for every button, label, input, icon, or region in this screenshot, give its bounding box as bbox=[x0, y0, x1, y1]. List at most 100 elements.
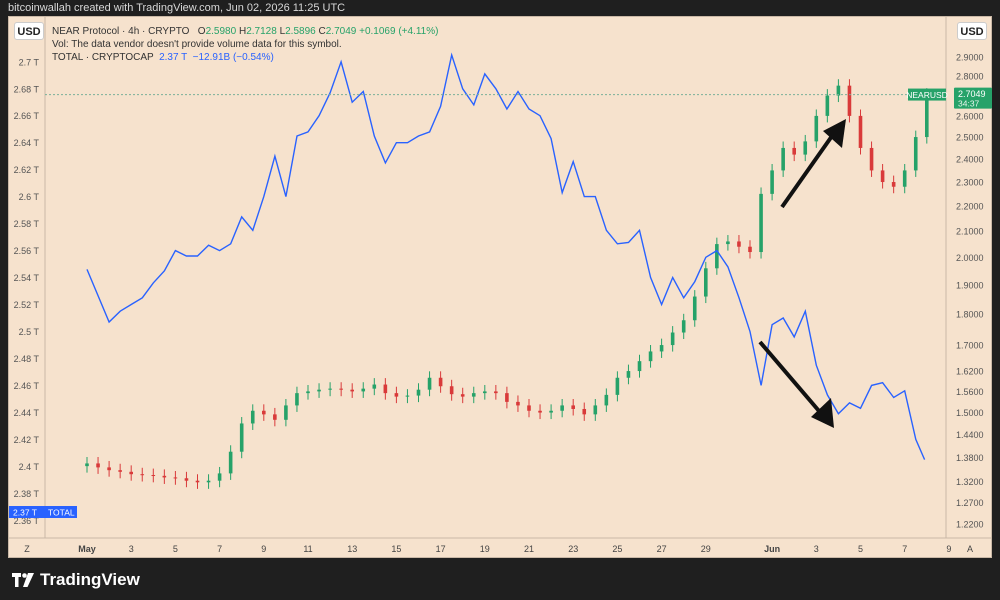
x-tick-label: 11 bbox=[303, 544, 312, 554]
candle-body bbox=[460, 394, 465, 397]
legend-h-value: 2.7128 bbox=[246, 26, 277, 37]
footer: TradingView bbox=[0, 558, 1000, 600]
legend-o-value: 2.5980 bbox=[205, 26, 237, 37]
candle-body bbox=[151, 475, 156, 477]
candle-body bbox=[891, 182, 896, 187]
candle-body bbox=[593, 405, 598, 415]
left-tick-label: 2.68 T bbox=[14, 84, 40, 94]
candle-body bbox=[449, 386, 454, 395]
candle-body bbox=[129, 471, 133, 475]
x-tick-label: 27 bbox=[657, 544, 667, 554]
x-tick-label: 3 bbox=[814, 544, 819, 554]
right-tick-label: 1.3800 bbox=[956, 453, 984, 463]
legend-h-label: H bbox=[238, 26, 247, 37]
legend: NEAR Protocol · 4h · CRYPTO O2.5980 H2.7… bbox=[52, 25, 438, 64]
right-tick-label: 2.5000 bbox=[956, 133, 984, 143]
candle-body bbox=[483, 391, 487, 394]
candle-body bbox=[516, 401, 520, 406]
left-unit-badge[interactable]: USD bbox=[14, 22, 44, 40]
legend-symbol-row[interactable]: NEAR Protocol · 4h · CRYPTO O2.5980 H2.7… bbox=[52, 25, 438, 38]
corner-right-label: A bbox=[967, 544, 973, 554]
candle-body bbox=[206, 480, 211, 483]
legend-total-name: TOTAL · CRYPTOCAP bbox=[52, 52, 154, 63]
left-tick-label: 2.48 T bbox=[14, 354, 40, 364]
legend-total-change: −12.91B (−0.54%) bbox=[192, 52, 274, 63]
left-tick-label: 2.52 T bbox=[14, 300, 40, 310]
candle-body bbox=[339, 388, 343, 390]
candle-body bbox=[350, 389, 354, 392]
x-tick-label: 15 bbox=[391, 544, 401, 554]
right-tick-label: 2.0000 bbox=[956, 253, 984, 263]
left-tick-label: 2.44 T bbox=[14, 408, 40, 418]
x-tick-label: 23 bbox=[568, 544, 578, 554]
x-tick-label: 5 bbox=[173, 544, 178, 554]
candle-body bbox=[85, 463, 89, 467]
legend-o-label: O bbox=[197, 26, 206, 37]
left-tick-label: 2.54 T bbox=[14, 273, 40, 283]
candle-body bbox=[759, 193, 763, 253]
candle-body bbox=[869, 147, 874, 171]
right-tick-label: 2.6000 bbox=[956, 111, 984, 121]
x-tick-label: 9 bbox=[946, 544, 951, 554]
candle-body bbox=[383, 384, 388, 394]
candle-body bbox=[494, 391, 498, 394]
current-price-value: 2.7049 bbox=[958, 89, 986, 99]
candle-body bbox=[306, 391, 310, 394]
x-tick-label: 9 bbox=[261, 544, 266, 554]
legend-c-label: C bbox=[318, 26, 326, 37]
candle-body bbox=[273, 414, 277, 420]
candle-body bbox=[692, 296, 697, 321]
header-credit: bitcoinwallah created with TradingView.c… bbox=[0, 0, 1000, 16]
left-tick-label: 2.7 T bbox=[19, 57, 40, 67]
arrow-up-shaft bbox=[780, 134, 834, 209]
legend-total-row[interactable]: TOTAL · CRYPTOCAP 2.37 T −12.91B (−0.54%… bbox=[52, 51, 438, 64]
right-tick-label: 2.9000 bbox=[956, 53, 984, 63]
left-tick-label: 2.5 T bbox=[19, 327, 40, 337]
left-tick-label: 2.4 T bbox=[19, 462, 40, 472]
right-tick-label: 1.8000 bbox=[956, 310, 984, 320]
right-tick-label: 1.7000 bbox=[956, 341, 984, 351]
candle-body bbox=[648, 351, 653, 362]
right-tick-label: 2.4000 bbox=[956, 155, 984, 165]
candle-body bbox=[317, 389, 321, 392]
legend-volume-note: Vol: The data vendor doesn't provide vol… bbox=[52, 39, 342, 50]
brand[interactable]: TradingView bbox=[12, 570, 140, 590]
x-tick-label: 21 bbox=[524, 544, 534, 554]
candle-body bbox=[814, 115, 819, 142]
current-price-countdown: 34:37 bbox=[958, 99, 980, 109]
total-current-name: TOTAL bbox=[48, 508, 75, 518]
x-tick-label: 19 bbox=[480, 544, 490, 554]
candle-body bbox=[184, 478, 189, 481]
candle-body bbox=[571, 405, 575, 409]
candle-body bbox=[438, 377, 443, 387]
candle-body bbox=[118, 470, 122, 472]
x-tick-label: 3 bbox=[129, 544, 134, 554]
candle-body bbox=[880, 170, 885, 183]
x-tick-label: May bbox=[78, 544, 96, 554]
right-tick-label: 2.3000 bbox=[956, 178, 984, 188]
candle-body bbox=[847, 85, 852, 116]
legend-l-value: 2.5896 bbox=[285, 26, 316, 37]
candle-body bbox=[250, 410, 255, 424]
candle-body bbox=[217, 473, 222, 481]
x-tick-label: 13 bbox=[347, 544, 357, 554]
candle-body bbox=[416, 389, 421, 396]
candle-body bbox=[173, 477, 178, 479]
arrow-down-shaft bbox=[758, 340, 821, 413]
right-tick-label: 1.2700 bbox=[956, 498, 984, 508]
corner-left-label: Z bbox=[24, 544, 30, 554]
candle-body bbox=[803, 141, 808, 155]
legend-l-label: L bbox=[279, 26, 286, 37]
candle-body bbox=[715, 244, 719, 269]
candle-body bbox=[582, 408, 587, 415]
left-tick-label: 2.58 T bbox=[14, 219, 40, 229]
x-tick-label: 7 bbox=[217, 544, 222, 554]
left-tick-label: 2.66 T bbox=[14, 111, 40, 121]
right-tick-label: 1.4400 bbox=[956, 430, 984, 440]
right-unit-badge[interactable]: USD bbox=[957, 22, 987, 40]
candle-body bbox=[615, 377, 620, 395]
right-tick-label: 2.2000 bbox=[956, 201, 984, 211]
candle-body bbox=[140, 474, 145, 476]
right-tick-label: 1.9000 bbox=[956, 281, 984, 291]
